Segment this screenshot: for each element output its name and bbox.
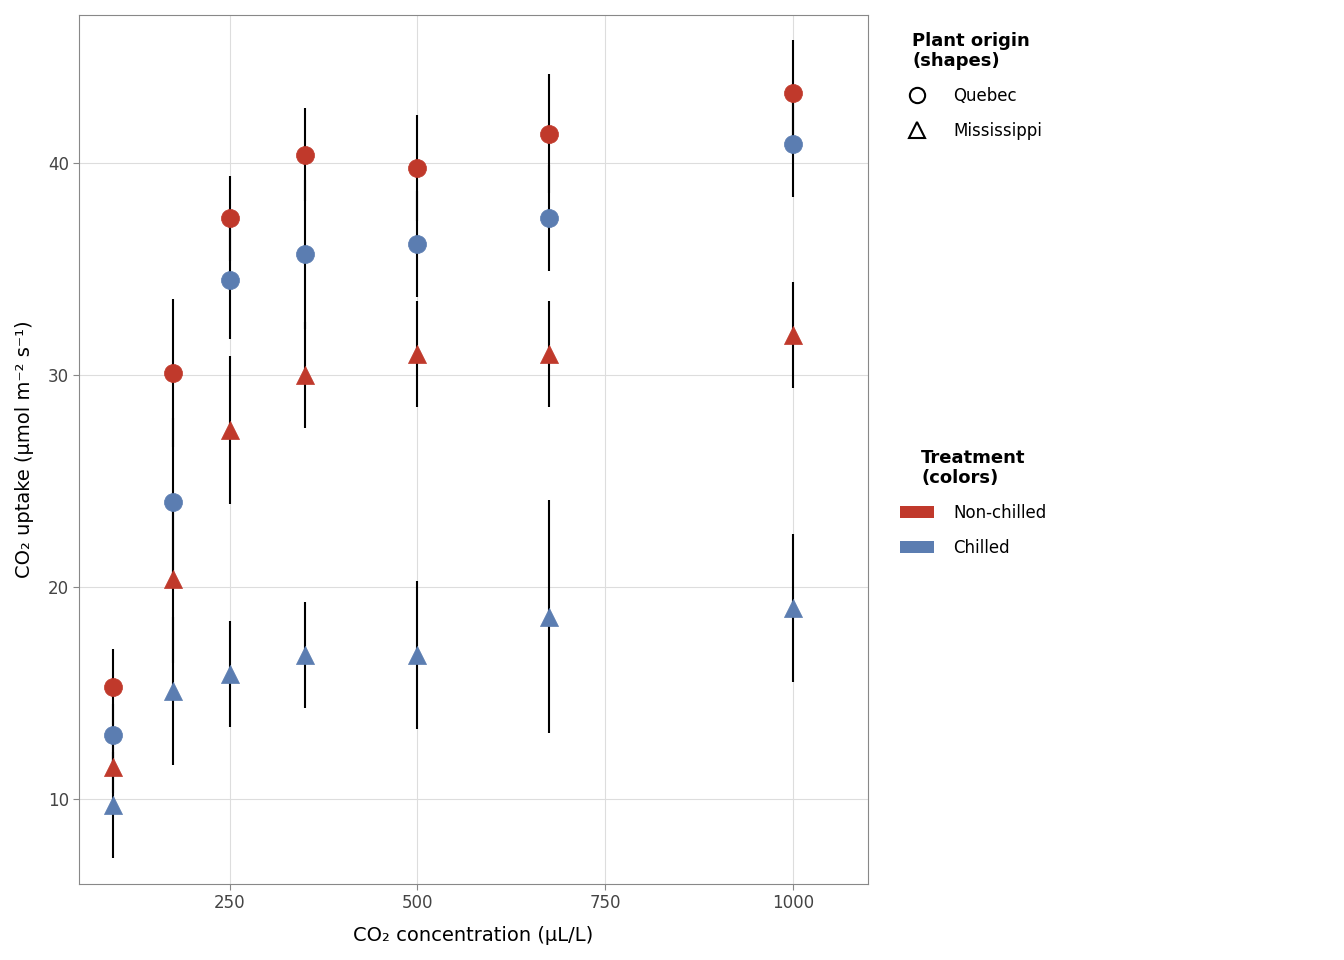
Point	[219, 273, 241, 288]
Point	[219, 422, 241, 438]
Point	[102, 679, 124, 694]
Point	[406, 647, 427, 662]
Point	[219, 666, 241, 682]
Point	[294, 147, 316, 162]
Point	[102, 798, 124, 813]
Point	[163, 366, 184, 381]
Point	[538, 609, 559, 624]
Point	[163, 494, 184, 510]
Point	[102, 728, 124, 743]
Point	[294, 368, 316, 383]
Point	[406, 236, 427, 252]
Y-axis label: CO₂ uptake (μmol m⁻² s⁻¹): CO₂ uptake (μmol m⁻² s⁻¹)	[15, 321, 34, 578]
Point	[782, 85, 804, 101]
Point	[406, 347, 427, 362]
Point	[294, 647, 316, 662]
Point	[538, 211, 559, 227]
Point	[406, 160, 427, 176]
Point	[219, 211, 241, 227]
Point	[782, 601, 804, 616]
Legend: Non-chilled, Chilled: Non-chilled, Chilled	[892, 441, 1055, 565]
Point	[102, 759, 124, 775]
Point	[782, 136, 804, 152]
Point	[163, 684, 184, 699]
X-axis label: CO₂ concentration (μL/L): CO₂ concentration (μL/L)	[353, 926, 594, 945]
Point	[538, 126, 559, 141]
Point	[538, 347, 559, 362]
Point	[294, 247, 316, 262]
Point	[782, 327, 804, 343]
Point	[163, 571, 184, 587]
